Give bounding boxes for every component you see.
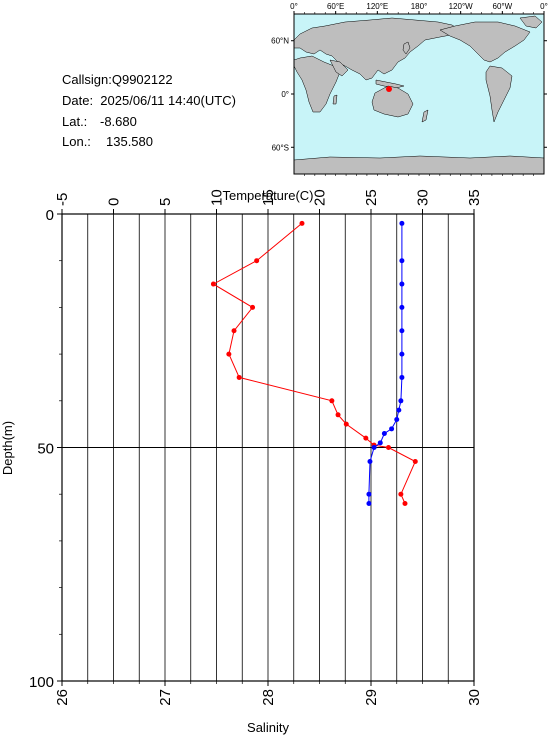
date-text: Date: 2025/06/11 14:40(UTC) <box>62 93 236 108</box>
salinity-point <box>377 440 383 446</box>
salinity-point <box>399 220 405 226</box>
temperature-tick-label: -5 <box>54 193 71 206</box>
lon-label: Lon.: <box>62 134 91 149</box>
map-ticks: 0° 60°E 120°E 180° 120°W 60°W 0° 60°N 0° 60°S <box>271 2 548 176</box>
salinity-tick-label: 28 <box>260 689 277 706</box>
temperature-axis-label: Temperature(C) <box>222 188 313 203</box>
temperature-point <box>299 220 305 226</box>
salinity-point <box>399 328 405 334</box>
temperature-tick-label: 30 <box>415 189 432 206</box>
salinity-point <box>366 501 372 507</box>
depth-tick-label: 0 <box>46 207 54 224</box>
salinity-tick-label: 26 <box>54 689 71 706</box>
series <box>210 220 418 507</box>
map-lat-tick-label: 60°N <box>271 37 289 46</box>
salinity-point <box>381 430 387 436</box>
salinity-point <box>371 445 377 450</box>
salinity-point <box>394 416 400 422</box>
temperature-point <box>210 281 216 287</box>
temperature-tick-label: 25 <box>363 189 380 206</box>
callsign-text: Callsign:Q9902122 <box>62 72 173 87</box>
map-lon-tick-label: 0° <box>540 2 548 11</box>
grid <box>61 214 475 681</box>
salinity-point <box>367 459 373 465</box>
temperature-tick-label: 35 <box>466 189 483 206</box>
temperature-point <box>412 459 418 465</box>
salinity-point <box>399 351 405 357</box>
temperature-tick-label: 0 <box>106 198 123 206</box>
temperature-point <box>402 501 408 507</box>
map-lon-tick-label: 60°W <box>493 2 513 11</box>
salinity-point <box>389 426 395 432</box>
salinity-tick-label: 29 <box>363 689 380 706</box>
lon-value: 135.580 <box>106 134 153 149</box>
map-lat-tick-label: 60°S <box>272 143 289 152</box>
temperature-tick-label: 20 <box>312 189 329 206</box>
salinity-point <box>396 407 402 413</box>
temperature-tick-label: 5 <box>157 198 174 206</box>
temperature-point <box>226 351 232 357</box>
temperature-point <box>335 412 341 418</box>
depth-axis-label: Depth(m) <box>0 421 15 475</box>
station-marker <box>386 86 392 92</box>
temperature-point <box>231 328 237 334</box>
temperature-series-line <box>212 222 416 504</box>
map-lon-tick-label: 120°W <box>449 2 474 11</box>
salinity-point <box>399 304 405 310</box>
salinity-tick-label: 30 <box>466 689 483 706</box>
temperature-tick-label: 15 <box>260 189 277 206</box>
temperature-point <box>250 304 256 310</box>
map-lon-tick-label: 120°E <box>366 2 388 11</box>
salinity-axis-label: Salinity <box>247 720 289 735</box>
temperature-point <box>343 421 349 427</box>
map-land <box>293 15 545 175</box>
lat-label: Lat.: <box>62 114 88 129</box>
depth-tick-label: 50 <box>37 441 54 458</box>
salinity-point <box>398 398 404 404</box>
map-lon-tick-label: 180° <box>411 2 428 11</box>
temperature-point <box>398 491 404 497</box>
temperature-point <box>386 445 392 450</box>
temperature-point <box>254 258 260 264</box>
salinity-point <box>366 491 372 497</box>
map-lon-tick-label: 0° <box>290 2 298 11</box>
depth-tick-label: 100 <box>29 674 54 691</box>
salinity-point <box>399 281 405 287</box>
temperature-point <box>236 374 242 380</box>
salinity-point <box>399 258 405 264</box>
map-lon-tick-label: 60°E <box>327 2 344 11</box>
temperature-point <box>363 435 369 441</box>
temperature-point <box>329 398 335 404</box>
salinity-point <box>399 374 405 380</box>
map-lat-tick-label: 0° <box>281 90 289 99</box>
temperature-tick-label: 10 <box>209 189 226 206</box>
salinity-tick-label: 27 <box>157 689 174 706</box>
lat-value: -8.680 <box>100 114 137 129</box>
